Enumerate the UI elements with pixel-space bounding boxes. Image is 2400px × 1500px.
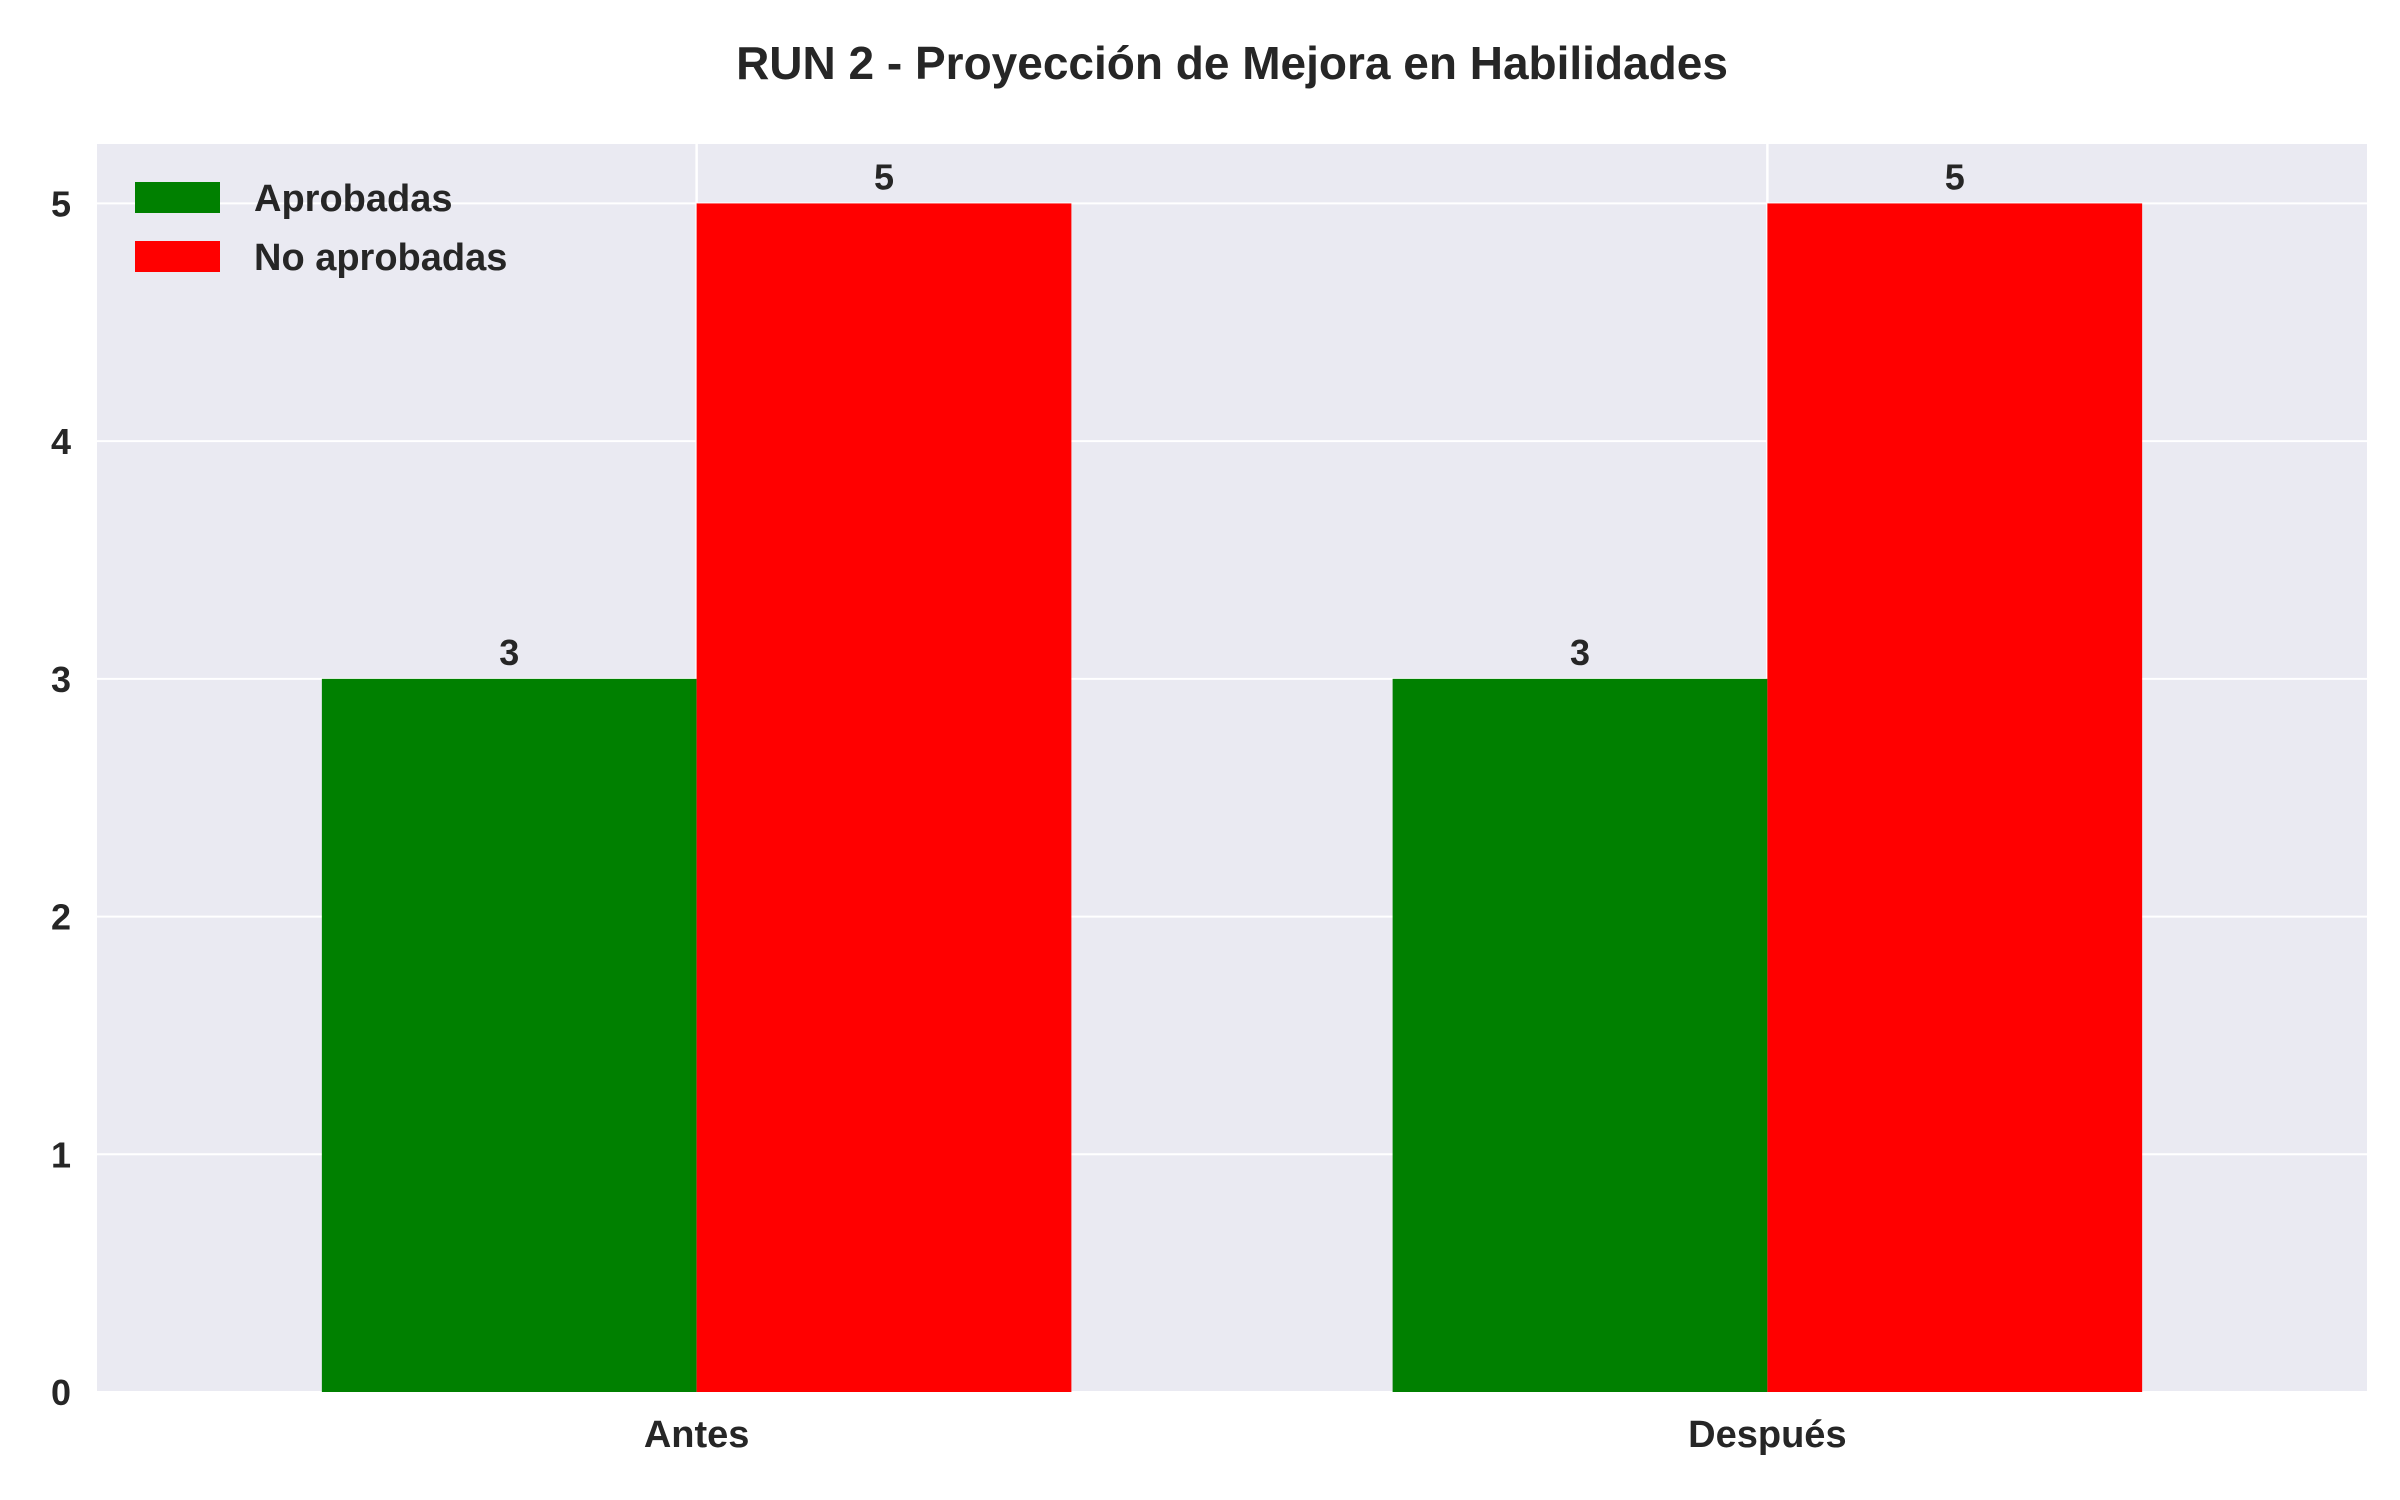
data-label: 3 <box>499 632 519 673</box>
y-tick-label: 3 <box>51 659 71 700</box>
bar-aprobadas-0 <box>321 678 697 1392</box>
legend-swatch <box>135 241 220 272</box>
data-label: 3 <box>1570 632 1590 673</box>
legend-label: Aprobadas <box>254 178 452 220</box>
legend-label: No aprobadas <box>254 237 507 279</box>
legend: Aprobadas No aprobadas <box>135 178 507 279</box>
y-tick-label: 1 <box>51 1134 71 1175</box>
y-tick-label: 5 <box>51 183 71 224</box>
data-label: 5 <box>1945 156 1965 197</box>
chart-title: RUN 2 - Proyección de Mejora en Habilida… <box>736 37 1728 89</box>
bar-aprobadas-1 <box>1392 678 1768 1392</box>
x-tick-label: Después <box>1688 1414 1846 1456</box>
bar-no-aprobadas-1 <box>1767 203 2143 1392</box>
x-axis-ticks: Antes Después <box>644 1414 1847 1456</box>
data-label: 5 <box>874 156 894 197</box>
legend-swatch <box>135 182 220 213</box>
x-tick-label: Antes <box>644 1414 750 1456</box>
y-tick-label: 2 <box>51 897 71 938</box>
bar-no-aprobadas-0 <box>696 203 1072 1392</box>
bars <box>321 203 2143 1392</box>
data-labels: 3 3 5 5 <box>499 156 1965 672</box>
y-tick-label: 4 <box>51 421 71 462</box>
y-axis-ticks: 0 1 2 3 4 5 <box>51 183 71 1413</box>
y-tick-label: 0 <box>51 1372 71 1413</box>
